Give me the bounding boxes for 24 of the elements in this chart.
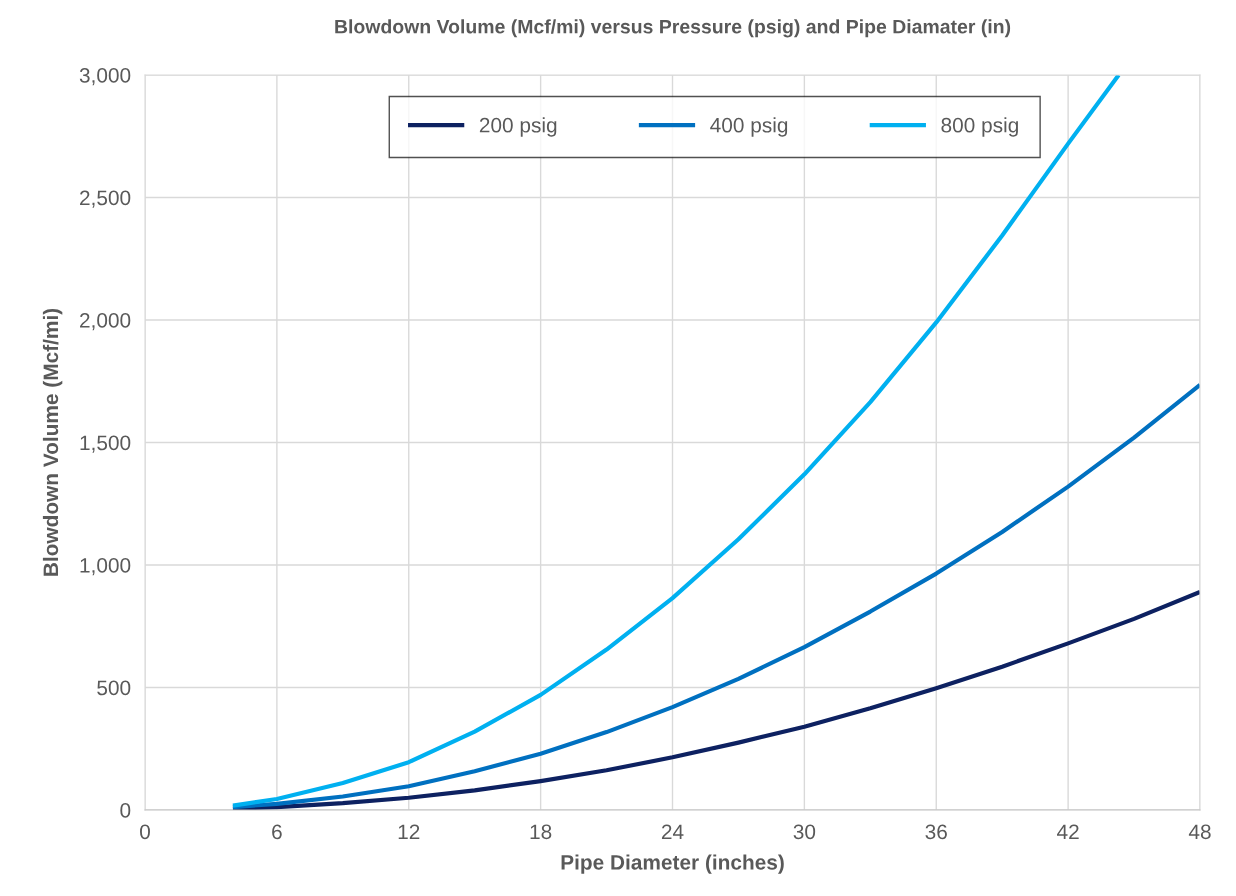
y-tick-label: 1,500 [80, 435, 131, 453]
x-tick-label: 42 [1057, 824, 1079, 839]
x-tick-label: 36 [925, 824, 947, 840]
legend-label: 200 psig [479, 117, 557, 137]
line-series [230, 75, 1121, 808]
x-axis-title: Pipe Diameter (inches) [561, 854, 784, 874]
legend-label: 400 psig [710, 117, 788, 137]
x-tick-label: 30 [793, 824, 816, 840]
x-tick-label: 48 [1188, 824, 1211, 840]
x-tick-label: 12 [398, 824, 420, 839]
y-axis-title: Blowdown Volume (Mcf/mi) [42, 308, 63, 576]
y-tick-label: 500 [97, 680, 131, 696]
x-tick-label: 0 [140, 824, 150, 840]
y-tick-label: 2,000 [80, 313, 131, 331]
x-tick-label: 6 [272, 824, 282, 840]
y-tick-label: 0 [120, 803, 131, 818]
y-tick-label: 1,000 [80, 558, 131, 576]
chart-title: Blowdown Volume (Mcf/mi) versus Pressure (psig) and Pipe Diamater (in) [335, 19, 1011, 38]
x-tick-label: 24 [661, 824, 684, 839]
x-tick-label: 18 [530, 824, 552, 840]
legend-label: 800 psig [941, 117, 1018, 137]
y-tick-label: 2,500 [80, 190, 131, 208]
y-tick-label: 3,000 [79, 68, 131, 86]
line-series [230, 382, 1200, 810]
